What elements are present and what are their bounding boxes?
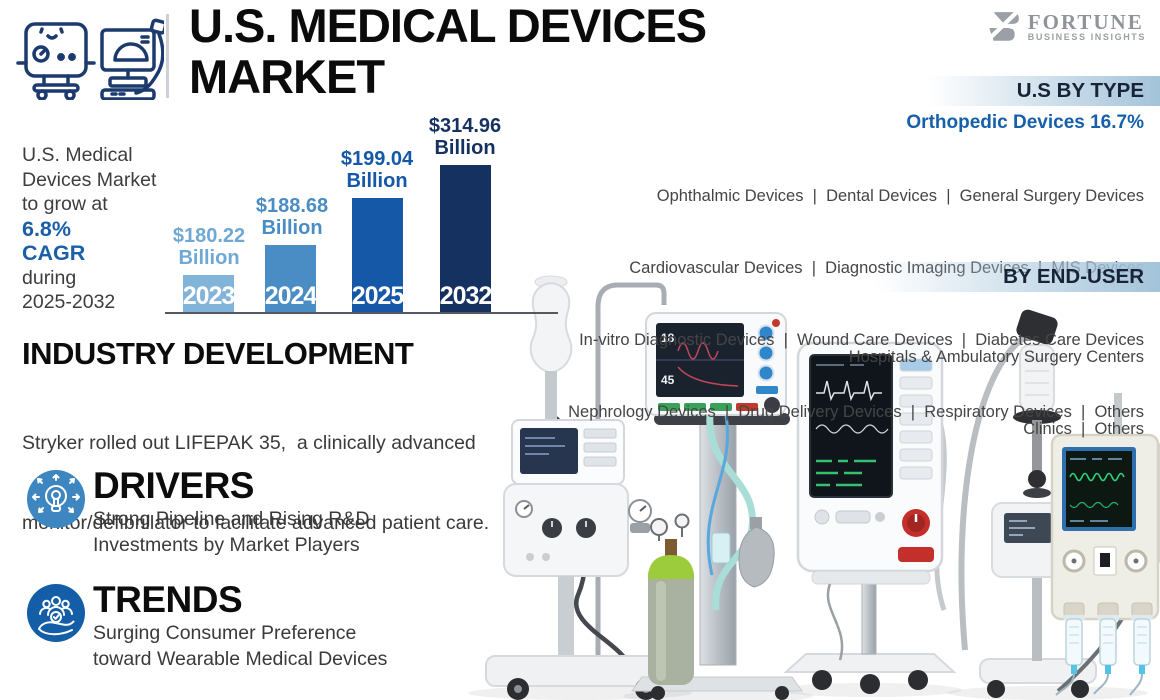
consumers-hand-icon (38, 596, 75, 636)
year-label-2025: 2025 (351, 282, 405, 310)
bar-value-label-2032: $314.96 Billion (428, 115, 502, 159)
syringe-pump-station (1050, 393, 1160, 696)
chart-baseline (165, 312, 558, 314)
drivers-text: Investments by Market Players (93, 534, 360, 556)
drivers-badge (27, 470, 85, 528)
bar-value-label-2024: $188.68 Billion (255, 195, 329, 239)
bar-2032: 2032 (440, 165, 492, 312)
market-size-bar-chart: $180.22 Billion $188.68 Billion $199.04 Bil… (163, 108, 558, 314)
drivers-text: Strong Pipeline and Rising R&D (93, 508, 370, 530)
industry-development-text: Stryker rolled out LIFEPAK 35, a clinica… (22, 432, 476, 454)
year-label-2032: 2032 (439, 282, 493, 310)
by-type-highlight: Orthopedic Devices 16.7% (906, 112, 1144, 133)
growth-line: during (22, 266, 77, 289)
forecast-period: 2025-2032 (22, 291, 116, 313)
header-divider (166, 14, 169, 98)
ventilator-reading-bottom: 45 (661, 373, 675, 387)
trends-text: toward Wearable Medical Devices (93, 648, 388, 670)
logo-name: FORTUNE (1027, 9, 1144, 34)
bar-value-label-2025: $199.04 Billion (340, 148, 414, 192)
industry-development-text: monitor/defibrillator to facilitate adva… (22, 511, 490, 534)
ventilator-unit: 18 45 (631, 312, 803, 700)
trends-badge (27, 584, 85, 642)
trends-section: TRENDS Surging Consumer Preference towar… (27, 580, 387, 672)
growth-note: U.S. Medical Devices Market to grow at 6… (22, 143, 182, 315)
trends-heading: TRENDS (93, 579, 243, 620)
ventilator-reading-top: 18 (661, 331, 675, 345)
medical-equipment-photo: 18 45 (468, 275, 1160, 700)
medical-devices-icon (16, 18, 164, 100)
fortune-logo-icon (984, 10, 1020, 44)
year-label-2024: 2024 (264, 282, 318, 310)
year-label-2023: 2023 (182, 282, 236, 310)
drivers-section: DRIVERS Strong Pipeline and Rising R&D I… (27, 466, 369, 558)
patient-monitor-unit (783, 341, 957, 694)
mobile-xray-unit (485, 275, 677, 700)
industry-development-heading: INDUSTRY DEVELOPMENT (22, 336, 414, 371)
growth-line: Devices Market (22, 168, 157, 191)
bar-2023: 2023 (183, 275, 235, 312)
bar-value-label-2023: $180.22 Billion (172, 225, 246, 269)
by-type-header: U.S BY TYPE (928, 76, 1160, 106)
title-line-2: MARKET (189, 50, 385, 103)
page-title: U.S. MEDICAL DEVICES MARKET (189, 0, 707, 103)
lightbulb-network-icon (32, 474, 80, 513)
industry-development-section: INDUSTRY DEVELOPMENT Stryker rolled out … (22, 336, 489, 589)
growth-line: U.S. Medical (22, 144, 133, 166)
bar-2024: 2024 (265, 245, 317, 312)
by-type-row: Ophthalmic Devices | Dental Devices | Ge… (656, 187, 1144, 205)
cagr-value: 6.8% (22, 216, 72, 241)
logo-subtitle: BUSINESS INSIGHTS (1027, 31, 1146, 42)
fortune-business-insights-logo: FORTUNE BUSINESS INSIGHTS (984, 9, 1146, 44)
syringe-3 (1129, 615, 1153, 696)
syringe-2 (1093, 615, 1119, 695)
growth-line: to grow at (22, 193, 108, 215)
by-type-row: Nephrology Devices | Drug Delivery Devic… (568, 403, 1144, 421)
title-line-1: U.S. MEDICAL DEVICES (189, 0, 707, 52)
drivers-heading: DRIVERS (93, 465, 254, 506)
by-end-user-list: Hospitals & Ambulatory Surgery Centers C… (849, 297, 1144, 489)
cagr-label: CAGR (22, 241, 86, 265)
by-end-user-row: Hospitals & Ambulatory Surgery Centers (848, 348, 1144, 366)
by-end-user-row: Clinics | Others (1023, 420, 1144, 438)
trends-text: Surging Consumer Preference (93, 622, 357, 644)
syringe-1 (1055, 615, 1085, 696)
bar-2025: 2025 (352, 198, 404, 312)
by-end-user-header: BY END-USER (874, 262, 1160, 292)
by-type-row: In-vitro Diagnostic Devices | Wound Care… (579, 331, 1144, 349)
